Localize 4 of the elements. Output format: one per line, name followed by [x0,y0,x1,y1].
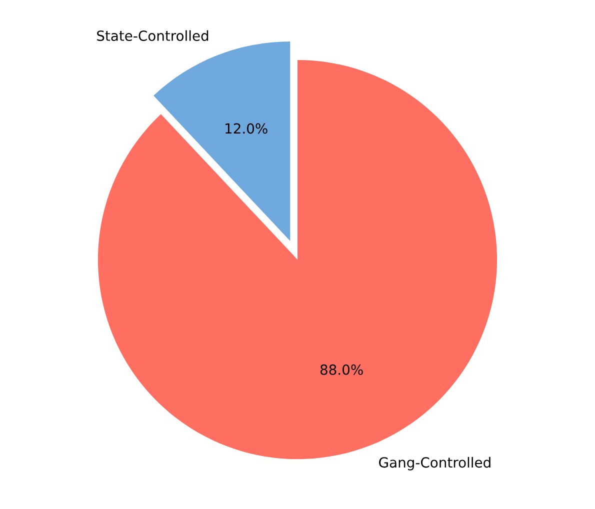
data-label: 12.0% [226,123,268,134]
slice-label: Gang-Controlled [379,456,490,470]
data-label: 88.0% [320,364,363,375]
slice-label: State-Controlled [97,30,208,41]
